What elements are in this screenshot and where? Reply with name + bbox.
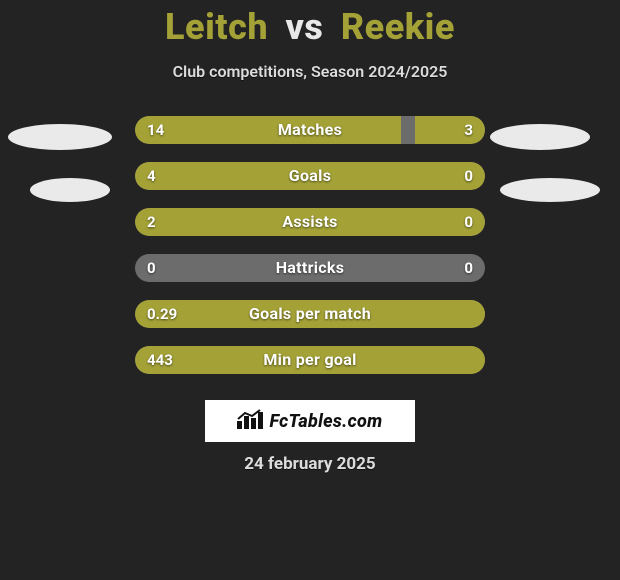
stat-row: 20Assists <box>135 208 485 236</box>
card-title: Leitch vs Reekie <box>0 0 620 48</box>
stat-bars: 143Matches 40Goals 20Assists 00Hattricks 0.2… <box>135 116 485 392</box>
stat-label: Matches <box>135 116 485 144</box>
brand-text: FcTables.com <box>269 411 382 432</box>
subtitle: Club competitions, Season 2024/2025 <box>0 62 620 81</box>
stat-label: Hattricks <box>135 254 485 282</box>
vs-separator: vs <box>286 6 324 48</box>
stat-row: 143Matches <box>135 116 485 144</box>
stat-label: Min per goal <box>135 346 485 374</box>
club-logo-right <box>490 124 590 150</box>
chart-icon <box>237 409 263 434</box>
stat-row: 00Hattricks <box>135 254 485 282</box>
stat-row: 0.29Goals per match <box>135 300 485 328</box>
comparison-card: Leitch vs Reekie Club competitions, Seas… <box>0 0 620 580</box>
player1-name: Leitch <box>165 6 268 48</box>
stat-label: Assists <box>135 208 485 236</box>
club-logo-right <box>500 178 600 202</box>
stat-row: 40Goals <box>135 162 485 190</box>
player2-name: Reekie <box>341 6 455 48</box>
brand-badge: FcTables.com <box>205 400 415 442</box>
stat-label: Goals <box>135 162 485 190</box>
stat-label: Goals per match <box>135 300 485 328</box>
club-logo-left <box>30 178 110 202</box>
club-logo-left <box>8 124 112 150</box>
stat-row: 443Min per goal <box>135 346 485 374</box>
card-date: 24 february 2025 <box>0 454 620 474</box>
